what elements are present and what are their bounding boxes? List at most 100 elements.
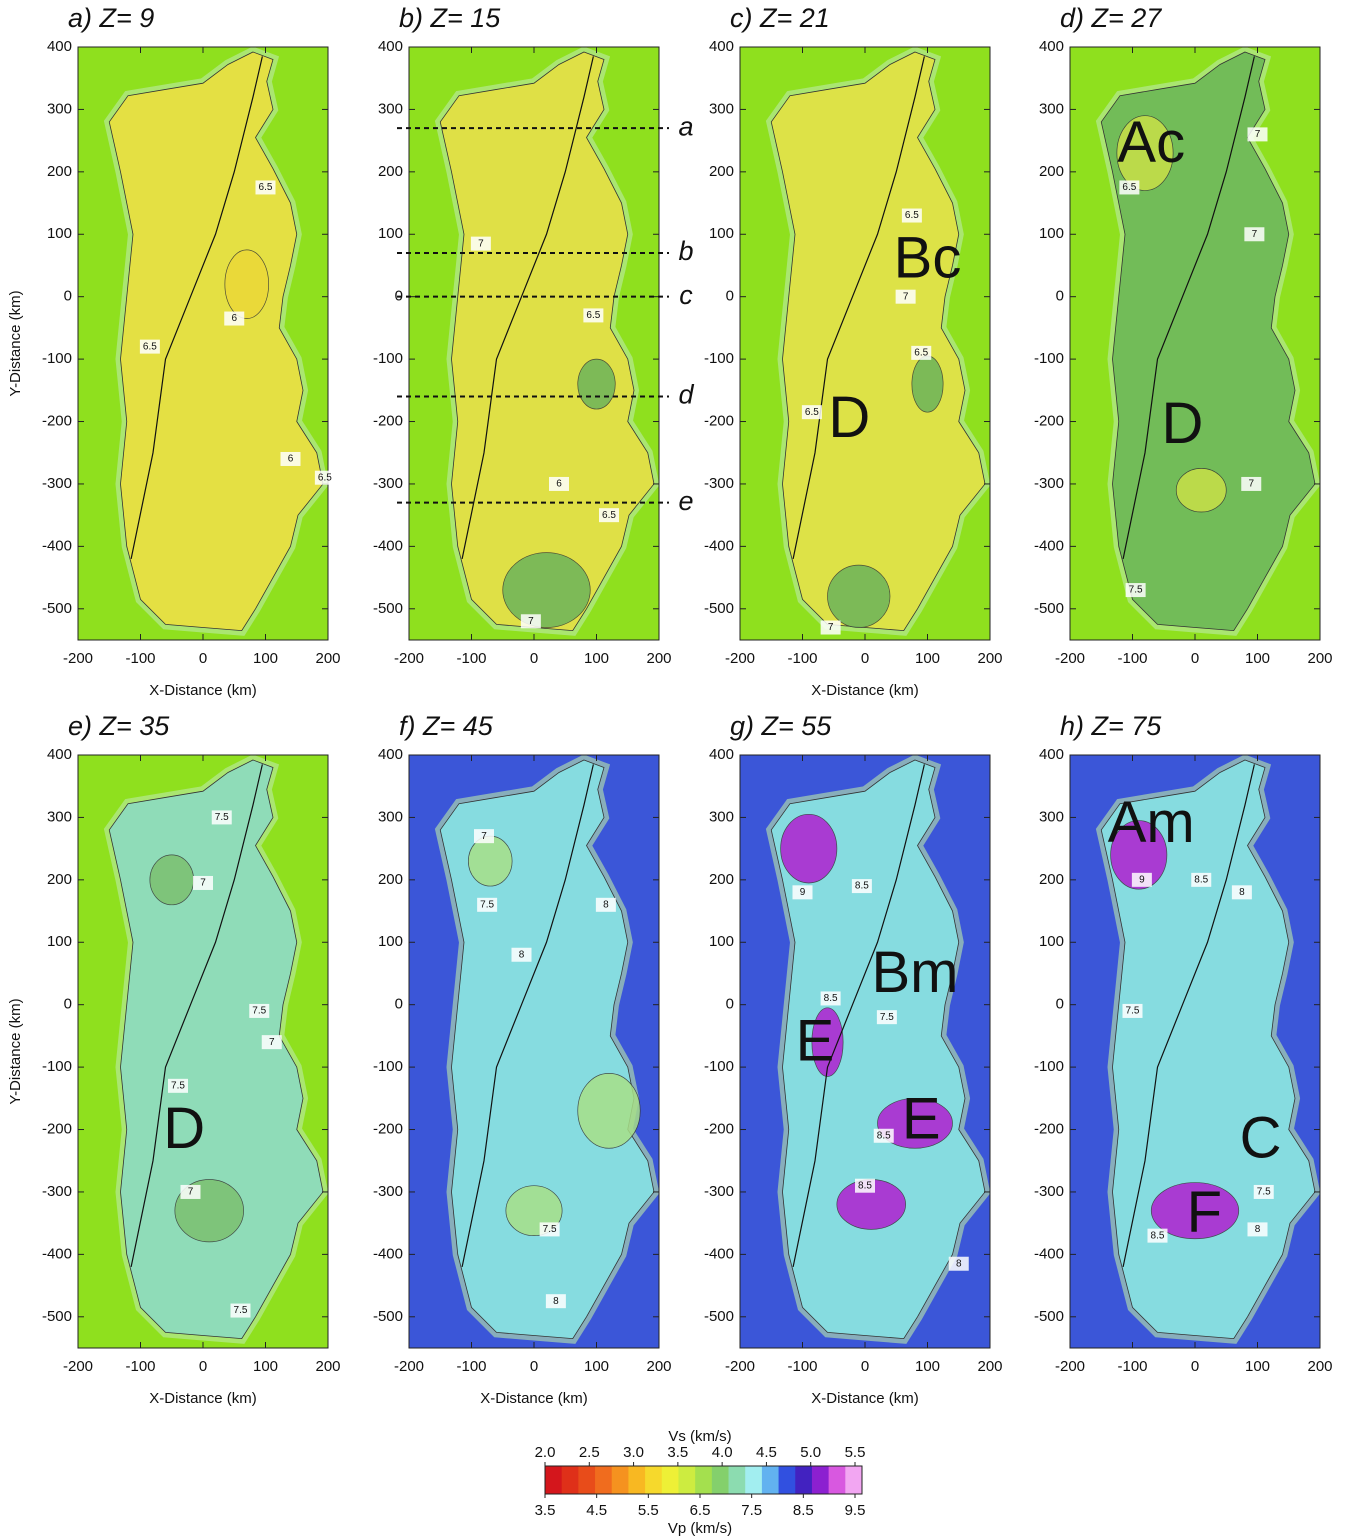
contour-label: 6 <box>556 479 562 490</box>
y-tick-label: 100 <box>709 933 734 950</box>
panel-title: c) Z= 21 <box>730 3 830 33</box>
colorbar-frame <box>544 1465 863 1495</box>
y-tick-label: -200 <box>1034 1120 1064 1137</box>
panel: g) Z= 55 -200 -100 0 100 200 400 300 200 100 0 -100… <box>704 711 1003 1407</box>
y-tick-label: -400 <box>373 1245 403 1262</box>
y-tick-label: -100 <box>704 1058 734 1075</box>
y-tick-label: 200 <box>1039 163 1064 180</box>
contour-label-box <box>139 339 160 354</box>
panel: e) Z= 35 -200 -100 0 100 200 400 300 200 100 0 -100… <box>7 711 341 1407</box>
y-tick-label: -400 <box>704 537 734 554</box>
y-tick-label: -200 <box>42 1120 72 1137</box>
contour-label-box <box>211 810 232 825</box>
colorbar: 2.0 2.5 3.0 3.5 4.0 4.5 5.0 5.5 3.5 4.5 5.5 6.5 7.5 8… <box>535 1428 866 1537</box>
vs-tick-label: 5.5 <box>845 1444 866 1461</box>
contour-label-box <box>599 508 619 523</box>
colorbar-cell <box>745 1466 763 1494</box>
fault-line <box>792 56 925 559</box>
anomaly <box>1110 820 1168 890</box>
x-tick-label: -200 <box>63 1358 93 1375</box>
vs-title: Vs (km/s) <box>668 1428 731 1445</box>
contour-label: 8 <box>603 899 609 910</box>
fault-line <box>461 764 594 1267</box>
land <box>108 51 324 632</box>
y-tick-label: 400 <box>378 746 403 763</box>
vs-tick-label: 4.5 <box>756 1444 777 1461</box>
contour-label: 7 <box>903 291 909 302</box>
y-tick-label: 200 <box>709 163 734 180</box>
colorbar-cell <box>728 1466 746 1494</box>
colorbar-cell <box>678 1466 696 1494</box>
x-axis-label: X-Distance (km) <box>149 1390 257 1407</box>
contour-label-box <box>1241 476 1262 491</box>
y-tick-label: 400 <box>709 38 734 55</box>
contour-label: 7 <box>200 878 206 889</box>
contour-label-box <box>855 1178 875 1193</box>
contour-label: 7 <box>481 831 487 842</box>
profile-label: e <box>678 486 693 516</box>
contour-label: 6.5 <box>143 341 157 352</box>
x-axis-label: X-Distance (km) <box>480 1390 588 1407</box>
x-tick-label: -100 <box>1117 650 1147 667</box>
y-tick-label: -400 <box>373 537 403 554</box>
x-tick-label: 0 <box>1191 650 1199 667</box>
contour-label-box <box>1131 872 1152 887</box>
vs-tick-label: 5.0 <box>800 1444 821 1461</box>
y-tick-label: -300 <box>42 475 72 492</box>
y-tick-label: -200 <box>704 1120 734 1137</box>
y-tick-label: 0 <box>726 996 734 1013</box>
colorbar-cell <box>578 1466 596 1494</box>
contour-label: 8 <box>956 1258 962 1269</box>
region-label: Ac <box>1117 110 1185 175</box>
fault-line <box>1122 56 1255 559</box>
colorbar-cell <box>695 1466 713 1494</box>
land <box>770 759 986 1340</box>
contour-label-box <box>820 991 841 1006</box>
panel-title: b) Z= 15 <box>399 3 501 33</box>
contour-label: 8.5 <box>1151 1230 1165 1241</box>
colorbar-cell <box>711 1466 730 1494</box>
y-tick-label: 200 <box>378 163 403 180</box>
y-tick-label: 100 <box>709 225 734 242</box>
y-tick-label: -100 <box>1034 350 1064 367</box>
y-tick-label: -100 <box>42 350 72 367</box>
y-tick-label: -300 <box>704 1183 734 1200</box>
colorbar-cell <box>761 1466 780 1494</box>
contour-label-box <box>539 1222 560 1237</box>
x-tick-label: 200 <box>1307 650 1332 667</box>
contour-label: 7 <box>188 1187 194 1198</box>
contour-label-box <box>901 208 922 223</box>
anomaly <box>224 249 269 319</box>
colorbar-cell <box>828 1466 846 1494</box>
contour-label: 7 <box>1255 129 1261 140</box>
contour-label: 7 <box>1248 479 1254 490</box>
y-tick-label: -400 <box>1034 1245 1064 1262</box>
colorbar-cell <box>561 1466 579 1494</box>
colorbar-cell <box>595 1466 613 1494</box>
contour-label-box <box>1231 885 1252 900</box>
contour-label-box <box>876 1010 897 1025</box>
region-label: Bm <box>872 940 959 1005</box>
anomaly <box>911 355 944 413</box>
x-tick-label: 100 <box>584 1358 609 1375</box>
y-tick-label: 0 <box>1056 288 1064 305</box>
panel-title: f) Z= 45 <box>399 711 494 741</box>
land <box>439 51 655 632</box>
colorbar-cell <box>845 1466 863 1494</box>
contour-label: 6.5 <box>586 310 600 321</box>
fault-line <box>792 764 925 1267</box>
contour-label-box <box>545 1294 566 1309</box>
vp-tick-label: 6.5 <box>690 1502 711 1519</box>
x-axis-label: X-Distance (km) <box>149 682 257 699</box>
vp-tick-label: 8.5 <box>793 1502 814 1519</box>
anomaly <box>1150 1182 1240 1240</box>
x-tick-label: -100 <box>1117 1358 1147 1375</box>
y-tick-label: 300 <box>47 100 72 117</box>
y-tick-label: -100 <box>704 350 734 367</box>
contour-label: 8.5 <box>858 1180 872 1191</box>
contour-label: 7.5 <box>171 1080 185 1091</box>
region-label: E <box>796 1009 835 1074</box>
profile-label: b <box>678 236 693 266</box>
vp-title: Vp (km/s) <box>668 1520 732 1537</box>
